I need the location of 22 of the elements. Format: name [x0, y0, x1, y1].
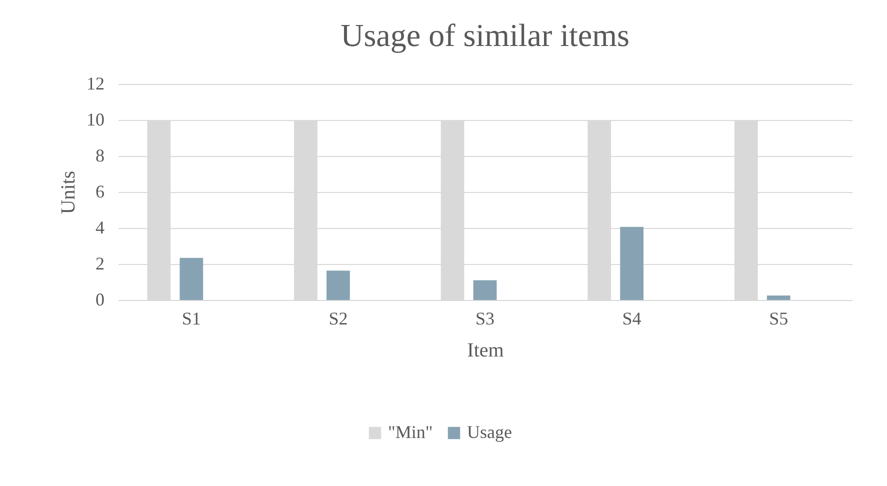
chart-title: Usage of similar items [340, 17, 630, 53]
bar [766, 296, 790, 300]
bar [473, 280, 497, 300]
y-axis-title: Units [58, 170, 80, 214]
legend-label: Usage [467, 422, 512, 442]
x-axis-title: Item [467, 340, 504, 362]
x-tick-label: S2 [328, 308, 348, 328]
y-tick-label: 8 [96, 146, 104, 166]
x-tick-label: S5 [769, 308, 788, 328]
bar [326, 270, 350, 300]
y-tick-label: 6 [96, 182, 104, 202]
bar [620, 226, 644, 300]
x-tick-label: S3 [475, 308, 495, 328]
legend-label: "Min" [388, 422, 433, 442]
y-tick-label: 4 [96, 218, 104, 238]
y-tick-label: 10 [86, 110, 104, 130]
y-tick-label: 2 [96, 254, 104, 274]
x-tick-label: S4 [622, 308, 642, 328]
x-tick-label: S1 [182, 308, 201, 328]
bar [180, 258, 204, 300]
y-tick-label: 12 [86, 74, 104, 94]
y-tick-label: 0 [96, 290, 104, 310]
